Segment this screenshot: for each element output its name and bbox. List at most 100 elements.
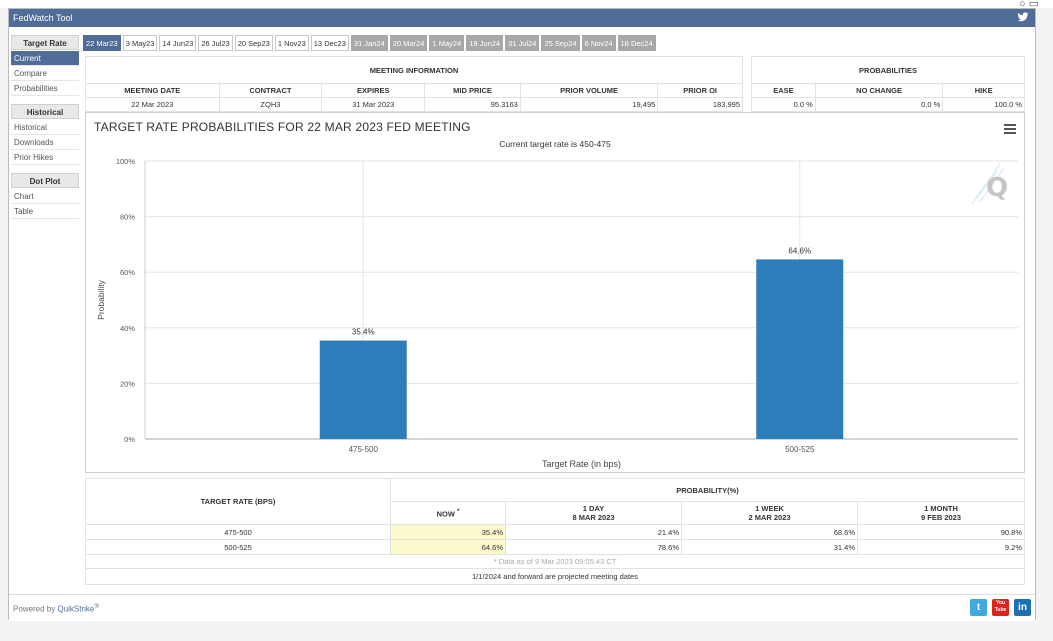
ease-value: 0.0 % — [751, 97, 816, 112]
sidebar-item-chart[interactable]: Chart — [11, 189, 79, 204]
col-1-week-label: 1 WEEK — [755, 504, 784, 513]
y-tick-label: 60% — [120, 268, 135, 277]
tab-meeting[interactable]: 14 Jun23 — [159, 35, 197, 51]
col-1-month-label: 1 MONTH — [924, 504, 958, 513]
y-axis-title: Probability — [96, 279, 106, 319]
1-week-cell: 31.4% — [681, 539, 858, 555]
table-row: 500-525 64.6% 78.6% 31.4% 9.2% — [85, 539, 1025, 555]
title-bar: FedWatch Tool — [9, 9, 1035, 27]
1-day-cell: 78.6% — [505, 539, 682, 555]
twitter-social-icon[interactable]: t — [970, 599, 987, 616]
sidebar-head-target-rate[interactable]: Target Rate — [11, 35, 79, 50]
sidebar-item-current[interactable]: Current — [11, 51, 79, 66]
col-1-day: 1 DAY 8 MAR 2023 — [505, 501, 682, 525]
tab-meeting[interactable]: 1 Nov23 — [274, 35, 309, 51]
expires-value: 31 Mar 2023 — [321, 97, 426, 112]
prior-volume-value: 19,495 — [519, 97, 659, 112]
col-prior-volume: PRIOR VOLUME — [519, 83, 659, 98]
sidebar-item-probabilities[interactable]: Probabilities — [11, 81, 79, 96]
meeting-info-table: MEETING INFORMATION MEETING DATE CONTRAC… — [85, 56, 743, 112]
powered-by-prefix: Powered by — [13, 604, 58, 614]
1-week-cell: 68.6% — [681, 524, 858, 540]
col-now-label: NOW — [436, 509, 455, 519]
sidebar-head-dot-plot[interactable]: Dot Plot — [11, 173, 79, 188]
y-tick-label: 0% — [124, 435, 135, 444]
tab-meeting-projected[interactable]: 19 Jun24 — [466, 35, 504, 51]
probability-header: PROBABILITY(%) — [390, 478, 1025, 502]
probabilities-header: PROBABILITIES — [751, 56, 1025, 84]
hike-value: 100.0 % — [942, 97, 1025, 112]
tab-meeting[interactable]: 3 May23 — [122, 35, 158, 51]
youtube-icon[interactable]: You Tube — [992, 599, 1009, 616]
sidebar-head-historical[interactable]: Historical — [11, 104, 79, 119]
meeting-info-header: MEETING INFORMATION — [85, 56, 743, 84]
powered-by-brand[interactable]: QuikStrike — [57, 604, 95, 614]
chart-menu-icon[interactable] — [1004, 124, 1016, 134]
col-1-month: 1 MONTH 9 FEB 2023 — [857, 501, 1025, 525]
projected-dates-note: 1/1/2024 and forward are projected meeti… — [85, 568, 1025, 585]
tab-meeting[interactable]: 26 Jul23 — [198, 35, 233, 51]
tab-meeting-projected[interactable]: 18 Dec24 — [617, 35, 656, 51]
tab-meeting[interactable]: 20 Sep23 — [234, 35, 273, 51]
youtube-bottom: Tube — [994, 607, 1007, 613]
linkedin-icon[interactable]: in — [1014, 599, 1031, 616]
y-tick-label: 20% — [120, 379, 135, 388]
y-tick-label: 100% — [116, 157, 136, 166]
sidebar-item-historical[interactable]: Historical — [11, 120, 79, 135]
x-tick-label: 500-525 — [785, 445, 815, 454]
meeting-tabs: 22 Mar23 3 May23 14 Jun23 26 Jul23 20 Se… — [83, 35, 656, 51]
col-1-week: 1 WEEK 2 MAR 2023 — [681, 501, 858, 525]
sidebar-item-downloads[interactable]: Downloads — [11, 135, 79, 150]
now-cell: 64.6% — [390, 539, 506, 555]
bar-chart: 0% 20% 40% 60% 80% 100% 35.4% 475-500 64.6% 500-5… — [96, 157, 1018, 469]
no-change-value: 0.0 % — [814, 97, 944, 112]
col-no-change: NO CHANGE — [814, 83, 944, 98]
window-controls-icon[interactable]: ○ ▭ — [1018, 0, 1039, 10]
twitter-icon[interactable] — [1017, 11, 1029, 23]
sidebar-item-prior-hikes[interactable]: Prior Hikes — [11, 150, 79, 165]
rate-cell: 500-525 — [85, 539, 391, 555]
col-mid-price: MID PRICE — [424, 83, 521, 98]
chart-title: TARGET RATE PROBABILITIES FOR 22 MAR 202… — [94, 120, 471, 134]
youtube-top: You — [995, 600, 1006, 606]
1-month-cell: 90.8% — [857, 524, 1025, 540]
powered-by: Powered by QuikStrike® — [13, 603, 99, 614]
data-timestamp-note: * Data as of 9 Mar 2023 09:05:43 CT — [85, 554, 1025, 569]
sidebar-item-table[interactable]: Table — [11, 204, 79, 219]
meeting-date-value: 22 Mar 2023 — [85, 97, 220, 112]
prior-oi-value: 183,995 — [657, 97, 743, 112]
tab-meeting[interactable]: 13 Dec23 — [310, 35, 349, 51]
svg-text:Q: Q — [986, 173, 1008, 203]
sidebar-item-compare[interactable]: Compare — [11, 66, 79, 81]
col-prior-oi: PRIOR OI — [657, 83, 743, 98]
col-ease: EASE — [751, 83, 816, 98]
probability-history-table: TARGET RATE (BPS) PROBABILITY(%) NOW * 1… — [85, 478, 1025, 585]
app-title: FedWatch Tool — [13, 13, 73, 23]
col-meeting-date: MEETING DATE — [85, 83, 220, 98]
col-expires: EXPIRES — [321, 83, 426, 98]
x-tick-label: 475-500 — [349, 445, 379, 454]
tab-meeting-projected[interactable]: 31 Jan24 — [350, 35, 388, 51]
powered-by-mark: ® — [94, 603, 100, 610]
window-top-strip: ○ ▭ — [0, 0, 1053, 10]
col-1-day-date: 8 MAR 2023 — [572, 513, 615, 522]
quikstrike-q-logo-icon: Q — [971, 163, 1008, 205]
bar-data-label: 35.4% — [352, 328, 375, 337]
1-month-cell: 9.2% — [857, 539, 1025, 555]
tab-meeting[interactable]: 22 Mar23 — [83, 35, 121, 51]
bar-data-label: 64.6% — [788, 246, 811, 255]
footer: Powered by QuikStrike® t You Tube in — [9, 594, 1035, 621]
col-contract: CONTRACT — [218, 83, 323, 98]
sidebar: Target Rate Current Compare Probabilitie… — [11, 35, 79, 219]
tab-meeting-projected[interactable]: 6 Nov24 — [581, 35, 616, 51]
tab-meeting-projected[interactable]: 20 Mar24 — [389, 35, 428, 51]
x-axis-title: Target Rate (in bps) — [542, 459, 621, 469]
col-1-week-date: 2 MAR 2023 — [748, 513, 791, 522]
tab-meeting-projected[interactable]: 25 Sep24 — [541, 35, 580, 51]
tab-meeting-projected[interactable]: 31 Jul24 — [505, 35, 540, 51]
now-cell: 35.4% — [390, 524, 506, 540]
table-row: 475-500 35.4% 21.4% 68.6% 90.8% — [85, 524, 1025, 540]
tab-meeting-projected[interactable]: 1 May24 — [429, 35, 465, 51]
col-hike: HIKE — [942, 83, 1025, 98]
col-1-day-label: 1 DAY — [582, 504, 605, 513]
